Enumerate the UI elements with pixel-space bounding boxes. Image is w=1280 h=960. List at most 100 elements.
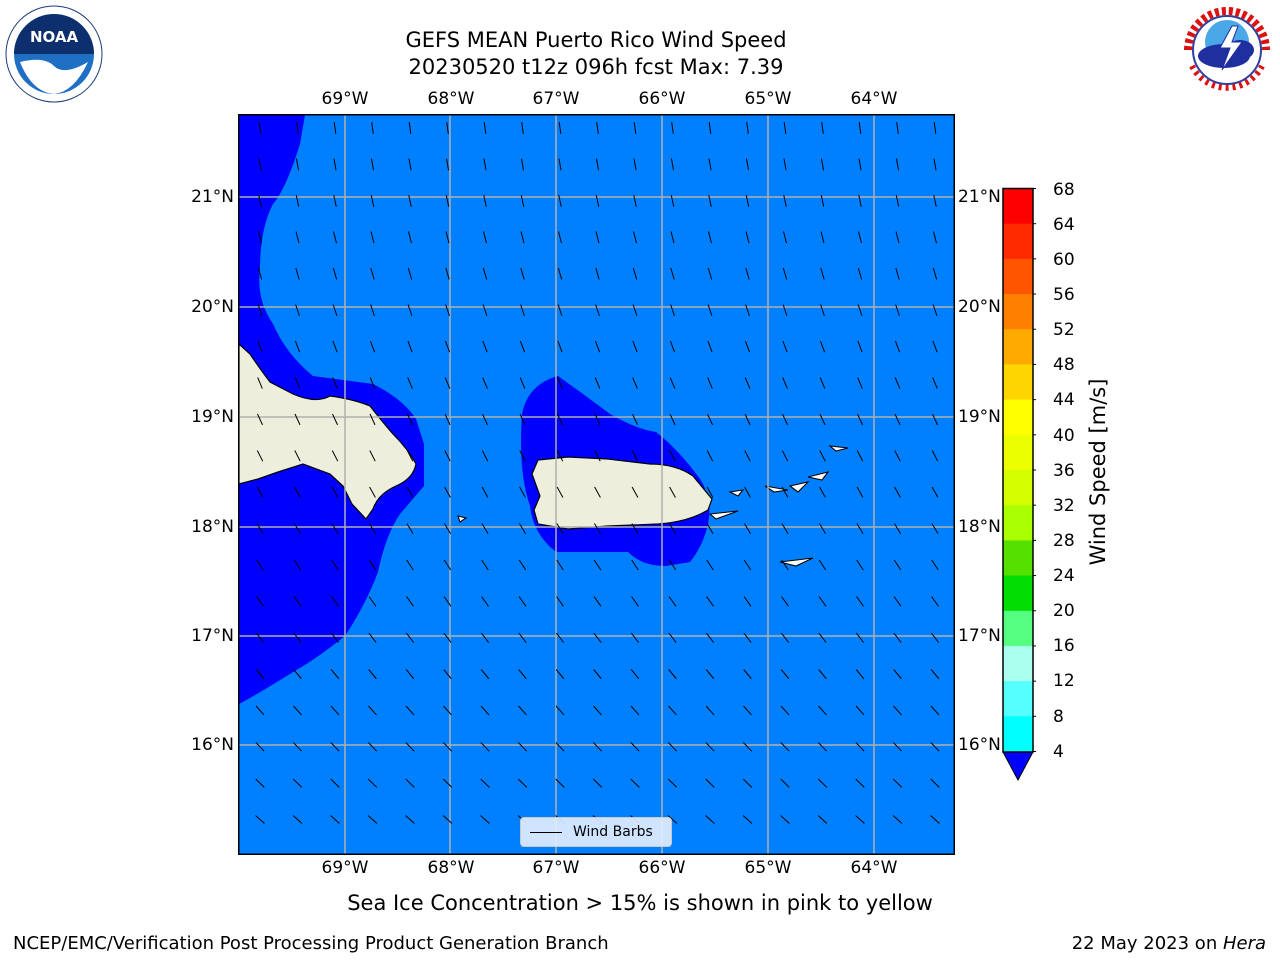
wind-speed-map <box>238 114 955 855</box>
wind-barb <box>556 596 564 607</box>
wind-barb <box>520 304 525 317</box>
wind-barb <box>331 559 339 571</box>
wind-barb <box>857 340 863 353</box>
wind-barb <box>367 815 378 824</box>
wind-barb <box>481 559 489 571</box>
legend-line-swatch <box>530 832 562 833</box>
wind-barb <box>708 194 712 207</box>
wind-barb <box>708 121 712 134</box>
wind-barb <box>444 450 451 462</box>
wind-barb <box>820 267 825 280</box>
wind-barb <box>293 632 302 643</box>
wind-barb <box>895 194 900 207</box>
colorbar-band <box>1003 575 1033 612</box>
wind-barb <box>781 523 789 535</box>
wind-barb <box>442 778 453 788</box>
wind-barb <box>332 304 338 317</box>
wind-barb <box>892 815 903 824</box>
wind-barb <box>330 632 340 643</box>
wind-barb <box>444 340 451 353</box>
wind-barb <box>858 231 862 244</box>
wind-barb <box>705 778 715 788</box>
wind-barb <box>518 669 527 680</box>
wind-barb <box>257 377 263 389</box>
wind-barb <box>593 705 602 716</box>
wind-barb <box>632 267 638 280</box>
wind-barb <box>443 632 452 643</box>
lon-label-top: 66°W <box>638 89 686 109</box>
lon-label-top: 65°W <box>744 89 792 109</box>
wind-barb <box>818 632 827 643</box>
wind-barb <box>292 778 303 788</box>
colorbar-band <box>1003 223 1033 260</box>
wind-barb <box>855 778 865 788</box>
wind-barb <box>405 815 415 824</box>
wind-barb <box>293 523 302 535</box>
land-hispaniola <box>238 342 417 520</box>
colorbar-band <box>1003 188 1033 225</box>
wind-barb <box>442 742 453 752</box>
wind-barb <box>408 194 412 207</box>
wind-barb <box>443 596 452 607</box>
colorbar-tick-label: 68 <box>1053 180 1075 200</box>
wind-barb <box>555 669 565 680</box>
wind-barb <box>669 413 676 426</box>
wind-barb <box>442 815 453 824</box>
colorbar-band <box>1003 505 1033 541</box>
wind-barb <box>670 231 675 244</box>
wind-barb <box>818 596 827 607</box>
wind-barb <box>482 267 488 280</box>
wind-barb <box>445 231 450 244</box>
colorbar-band <box>1003 716 1033 752</box>
wind-barb <box>255 669 265 680</box>
wind-barb <box>821 121 824 134</box>
wind-barb <box>407 267 413 280</box>
wind-barb <box>481 486 489 498</box>
wind-barb <box>556 486 564 498</box>
wind-barb <box>593 669 602 680</box>
wind-barb <box>631 523 639 535</box>
wind-barb <box>258 231 262 244</box>
wind-barb <box>370 231 375 244</box>
wind-barb <box>295 231 300 244</box>
wind-barb <box>368 705 377 716</box>
wind-barb <box>517 778 528 788</box>
wind-barb <box>894 450 901 462</box>
wind-barb <box>858 194 862 207</box>
colorbar-band <box>1003 470 1033 506</box>
footer-machine: Hera <box>1222 933 1266 954</box>
wind-barb <box>556 559 564 571</box>
wind-barb <box>705 669 715 680</box>
wind-barb <box>668 596 677 607</box>
lon-label-bottom: 69°W <box>321 858 369 878</box>
wind-barb <box>368 632 377 643</box>
wind-barb <box>819 340 826 353</box>
wind-barb <box>371 121 374 134</box>
wind-barb <box>743 705 752 716</box>
lon-label-top: 69°W <box>321 89 369 109</box>
colorbar-tick-label: 16 <box>1053 636 1075 656</box>
wind-barb <box>445 304 450 317</box>
colorbar-tick-label: 12 <box>1053 671 1075 691</box>
wind-barb <box>858 158 862 171</box>
wind-barb <box>780 815 790 824</box>
wind-barb <box>667 815 678 824</box>
wind-barb <box>743 632 752 643</box>
wind-barb <box>256 486 264 498</box>
wind-barb <box>667 742 678 752</box>
wind-barb <box>817 815 828 824</box>
colorbar-under-arrow <box>1002 751 1034 782</box>
wind-barb <box>482 413 488 426</box>
wind-barb <box>555 632 565 643</box>
wind-barb <box>819 413 826 426</box>
wind-barb <box>744 486 751 498</box>
wind-barb <box>780 778 790 788</box>
wind-barb <box>518 632 527 643</box>
wind-barb <box>633 158 637 171</box>
map-frame <box>238 114 955 855</box>
wind-barb <box>745 304 750 317</box>
wind-barb <box>705 815 715 824</box>
wind-barb <box>594 413 601 426</box>
wind-barb <box>407 413 413 426</box>
wind-barb <box>330 778 340 788</box>
